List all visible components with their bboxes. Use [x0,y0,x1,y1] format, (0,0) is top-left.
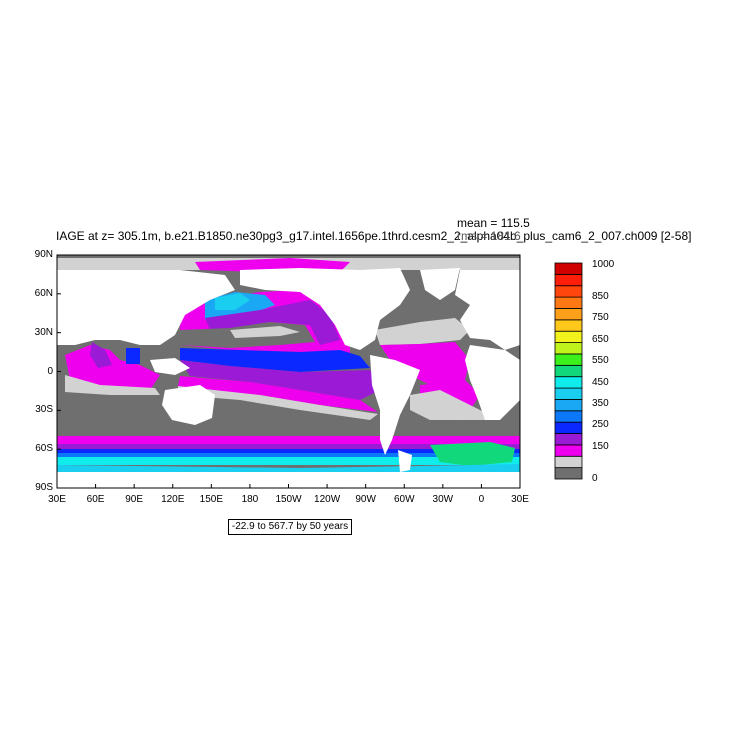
indian-magenta [65,345,160,390]
lat-tick-label: 30N [34,326,53,338]
so-azure [57,453,520,457]
colorbar-box [554,273,583,287]
europe [455,270,520,350]
so-green [430,442,515,466]
colorbar-box [554,433,583,446]
lon-tick-label: 30E [48,494,66,505]
lat-tick-label: 60N [34,287,53,299]
lon-tick-label: 60E [86,494,105,505]
antarctic-peninsula [398,450,412,472]
contour-range-box: -22.9 to 567.7 by 50 years [228,519,352,535]
eq-pac-purple [180,360,380,400]
colorbar-label: 450 [592,377,609,388]
npac-light [230,326,300,338]
colorbar-label: 650 [592,334,609,345]
natl-magenta [380,342,470,385]
so-purple [57,444,520,449]
eq-pac-blue [180,348,370,372]
lon-tick-label: 180 [241,494,259,505]
colorbar-box [554,410,583,423]
weddell-gray [405,420,520,440]
lat-tick-label: 60S [35,443,53,455]
maritime-continent [150,358,190,375]
tick-marks [56,254,521,489]
colorbar-label: 850 [592,291,609,302]
lon-tick-label: 0 [478,494,485,505]
colorbar-box [554,376,583,389]
south-america [370,355,420,455]
colorbar-box [554,353,583,366]
colorbar-box [554,421,583,434]
lat-tick-label: 90N [34,249,53,260]
so-blue [57,449,520,453]
lon-tick-label: 30E [511,494,529,505]
npac-cyan [215,293,250,310]
colorbar-box [554,399,583,412]
colorbar-box [554,342,583,355]
plot-title: IAGE at z= 305.1m, b.e21.B1850.ne30pg3_g… [56,229,692,243]
lon-tick-label: 90W [355,494,376,505]
africa [465,345,520,420]
so-cyan [57,457,520,465]
lon-tick-label: 150W [275,494,302,505]
eurasia [57,270,235,345]
north-america [240,268,410,350]
mean-value: mean = 115.5 [457,216,530,230]
colorbar-box [554,455,583,469]
lon-tick-label: 150E [199,494,223,505]
colorbar-box [554,387,583,400]
colorbar-box [554,262,583,275]
colorbar-label: 250 [592,419,609,430]
indian-purple [90,342,112,368]
npac-purple [205,300,340,345]
satl-light [410,390,500,420]
colorbar-label: 0 [592,473,598,484]
bay-bengal-blue [126,348,140,364]
colorbar-box [554,444,583,457]
colorbar-box [554,467,583,480]
colorbar-label: 750 [592,312,609,323]
colorbar-label: 550 [592,355,609,366]
lat-tick-label: 90S [35,482,53,493]
colorbar-label: 1000 [592,259,615,270]
so-magenta [57,436,520,444]
colorbar-box [554,330,583,343]
australia [162,385,215,425]
lon-tick-label: 30W [432,494,454,505]
colorbar [554,262,583,480]
colorbar-box [554,364,583,378]
colorbar-label: 150 [592,441,609,452]
lon-tick-label: 90E [125,494,144,505]
spac-light [178,386,378,420]
lat-tick-label: 30S [35,404,53,416]
natl-light [375,318,470,345]
lon-tick-label: 120W [314,494,341,505]
rms-value: rms = 181.6 [457,229,521,243]
greenland [420,268,460,300]
colorbar-label: 350 [592,398,609,409]
lon-tick-label: 120E [161,494,185,505]
colorbar-box [554,296,583,309]
lon-tick-label: 60W [393,494,415,505]
colorbar-box [554,308,583,321]
lat-tick-label: 0 [47,365,53,377]
colorbar-box [554,319,583,332]
spac-magenta [178,376,378,412]
colorbar-box [554,285,583,298]
indian-light [65,375,160,395]
